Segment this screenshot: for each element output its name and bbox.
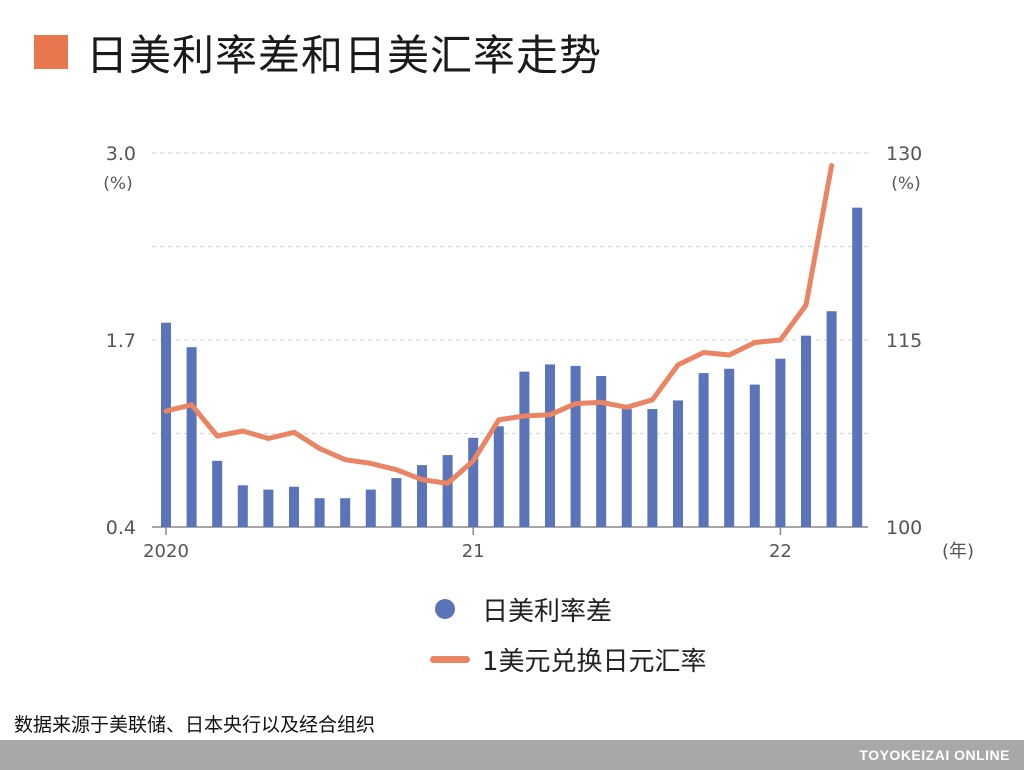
bar-18 <box>621 409 632 527</box>
bar-26 <box>826 311 837 527</box>
bar-11 <box>442 455 453 527</box>
bar-24 <box>775 358 786 527</box>
x-tick-label: 21 <box>462 541 485 562</box>
legend-item-line: 1美元兑换日元汇率 <box>430 634 707 684</box>
title-marker <box>34 35 68 69</box>
bar-9 <box>391 478 402 527</box>
bar-0 <box>161 322 171 527</box>
bar-14 <box>519 371 530 527</box>
left-tick-label: 0.4 <box>106 517 136 539</box>
bar-13 <box>493 426 504 527</box>
chart-title: 日美利率差和日美汇率走势 <box>34 22 602 82</box>
bar-2 <box>212 460 223 527</box>
bar-20 <box>673 400 683 527</box>
brand-label: TOYOKEIZAI ONLINE <box>859 747 1010 763</box>
bar-10 <box>417 465 427 527</box>
bar-27 <box>852 207 863 527</box>
bar-22 <box>724 368 735 527</box>
left-tick-label: 3.0 <box>106 143 136 165</box>
bar-3 <box>237 485 248 527</box>
right-tick-label: 100 <box>886 517 922 539</box>
source-note: 数据来源于美联储、日本央行以及经合组织 <box>14 714 376 736</box>
bar-6 <box>314 498 325 527</box>
bar-17 <box>596 375 607 527</box>
bar-1 <box>186 347 197 527</box>
left-axis-unit: (%) <box>103 174 132 194</box>
legend-line-label: 1美元兑换日元汇率 <box>482 646 707 677</box>
right-tick-label: 115 <box>886 330 922 352</box>
bar-8 <box>365 489 376 527</box>
x-axis-unit: (年) <box>942 541 974 562</box>
legend-bar-label: 日美利率差 <box>482 596 613 627</box>
left-tick-label: 1.7 <box>106 330 136 352</box>
bar-15 <box>545 364 555 527</box>
bar-5 <box>289 486 299 527</box>
bar-19 <box>647 409 658 527</box>
right-axis-unit: (%) <box>891 174 920 194</box>
legend: 日美利率差 1美元兑换日元汇率 <box>430 584 707 684</box>
legend-item-bars: 日美利率差 <box>430 584 707 634</box>
bar-16 <box>570 365 581 527</box>
bar-12 <box>468 437 479 527</box>
footer-bar: TOYOKEIZAI ONLINE <box>0 740 1024 770</box>
right-tick-label: 130 <box>886 143 922 165</box>
bar-23 <box>749 384 760 527</box>
bar-21 <box>698 373 709 527</box>
bar-4 <box>263 489 274 527</box>
x-tick-label: 22 <box>769 541 792 562</box>
legend-bar-swatch <box>435 599 455 619</box>
bar-25 <box>801 335 811 527</box>
title-text: 日美利率差和日美汇率走势 <box>86 30 603 80</box>
bar-7 <box>340 498 351 527</box>
legend-line-swatch <box>430 655 470 663</box>
x-tick-label: 2020 <box>143 541 189 562</box>
